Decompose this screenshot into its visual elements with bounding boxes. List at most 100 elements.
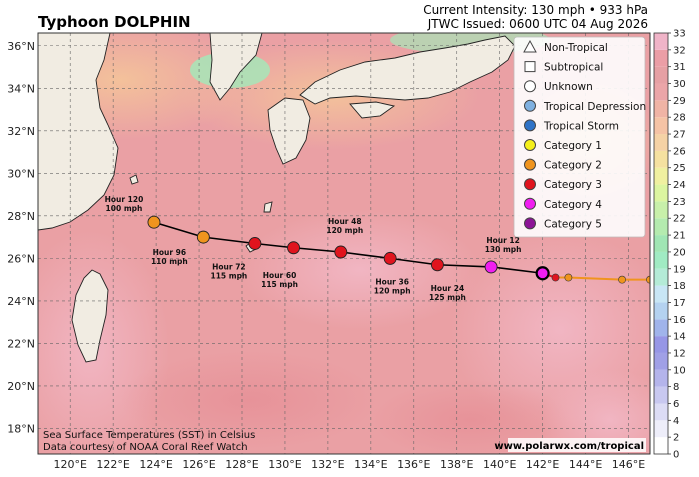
colorbar-segment xyxy=(654,251,668,269)
longitude-label: 134°E xyxy=(354,458,387,471)
longitude-label: 138°E xyxy=(440,458,473,471)
forecast-wind-label: 115 mph xyxy=(210,272,247,281)
legend-symbol xyxy=(524,217,536,230)
colorbar-segment xyxy=(654,285,668,303)
storm-title: Typhoon DOLPHIN xyxy=(38,13,191,31)
legend-label: Unknown xyxy=(544,81,593,93)
colorbar-tick: 21 xyxy=(673,231,686,242)
colorbar-segment xyxy=(654,268,668,286)
colorbar-segment xyxy=(654,49,668,67)
colorbar-tick: 20 xyxy=(673,247,686,258)
colorbar-segment xyxy=(654,167,668,185)
legend-symbol xyxy=(524,178,536,191)
colorbar-segment xyxy=(654,319,668,337)
forecast-position-point[interactable] xyxy=(147,215,161,229)
latitude-labels: 18°N 20°N 22°N 24°N 26°N 28°N 30°N 32°N 34°N 36°N xyxy=(7,40,35,436)
sst-credit-line1: Sea Surface Temperatures (SST) in Celsiu… xyxy=(43,430,255,441)
forecast-wind-label: 110 mph xyxy=(151,257,188,266)
legend-label: Tropical Storm xyxy=(543,120,619,132)
forecast-position-point[interactable] xyxy=(287,241,300,255)
colorbar-segment xyxy=(654,218,668,236)
colorbar-tick: 19 xyxy=(673,264,686,275)
colorbar-segment xyxy=(654,235,668,252)
legend-symbol xyxy=(524,80,536,93)
colorbar-segment xyxy=(654,420,668,438)
legend-label: Category 5 xyxy=(544,218,602,230)
forecast-hour-label: Hour 72 xyxy=(212,263,246,272)
forecast-position-point[interactable] xyxy=(484,260,498,274)
colorbar-segment xyxy=(654,134,668,151)
forecast-hour-label: Hour 48 xyxy=(328,217,362,226)
sst-colorbar: 0246810121416171819202122232425262728293… xyxy=(653,29,686,461)
forecast-position-point[interactable] xyxy=(430,258,444,272)
colorbar-tick: 17 xyxy=(673,298,686,309)
legend-symbol xyxy=(524,139,536,151)
colorbar-segment xyxy=(654,66,668,84)
forecast-position-point[interactable] xyxy=(334,245,348,259)
forecast-position-point[interactable] xyxy=(383,251,397,265)
forecast-wind-label: 130 mph xyxy=(485,245,522,254)
past-position-point xyxy=(646,275,650,284)
forecast-wind-label: 125 mph xyxy=(429,293,466,302)
colorbar-tick: 30 xyxy=(673,79,686,90)
land-masses xyxy=(38,33,516,363)
forecast-hour-label: Hour 60 xyxy=(263,271,297,280)
sst-credit-line2: Data courtesy of NOAA Coral Reef Watch xyxy=(43,442,248,453)
longitude-label: 128°E xyxy=(225,458,258,471)
latitude-label: 32°N xyxy=(7,125,35,138)
longitude-label: 126°E xyxy=(182,458,215,471)
colorbar-tick: 10 xyxy=(673,365,686,376)
longitude-label: 144°E xyxy=(569,458,602,471)
legend-label: Category 4 xyxy=(544,199,602,211)
website-link[interactable]: www.polarwx.com/tropical xyxy=(494,441,644,452)
forecast-hour-label: Hour 12 xyxy=(486,236,520,245)
colorbar-segment xyxy=(654,302,668,320)
legend-label: Category 3 xyxy=(544,179,602,191)
latitude-label: 34°N xyxy=(7,82,35,95)
forecast-position-point[interactable] xyxy=(196,230,210,244)
forecast-hour-label: Hour 24 xyxy=(431,284,465,293)
longitude-label: 130°E xyxy=(268,458,301,471)
colorbar-tick: 8 xyxy=(673,382,679,393)
forecast-hour-label: Hour 96 xyxy=(153,248,187,257)
colorbar-segment xyxy=(654,117,668,135)
current-position-point[interactable] xyxy=(535,266,550,281)
latitude-label: 30°N xyxy=(7,167,35,180)
colorbar-tick: 18 xyxy=(673,281,686,292)
legend-label: Non-Tropical xyxy=(544,42,608,54)
colorbar-tick: 26 xyxy=(673,146,686,157)
legend-symbol xyxy=(524,99,536,112)
forecast-wind-label: 120 mph xyxy=(326,226,363,235)
forecast-hour-label: Hour 36 xyxy=(375,277,409,286)
colorbar-tick: 32 xyxy=(673,45,686,56)
legend-label: Tropical Depression xyxy=(543,101,646,113)
longitude-label: 140°E xyxy=(483,458,516,471)
forecast-wind-label: 100 mph xyxy=(106,204,143,213)
longitude-label: 122°E xyxy=(96,458,129,471)
colorbar-tick: 14 xyxy=(673,332,686,343)
latitude-label: 26°N xyxy=(7,252,35,265)
past-track-segment xyxy=(568,276,623,281)
colorbar-segment xyxy=(654,83,668,101)
legend-symbol xyxy=(523,39,537,53)
past-position-point xyxy=(551,273,560,282)
current-intensity: Current Intensity: 130 mph • 933 hPa xyxy=(423,3,648,17)
colorbar-tick: 28 xyxy=(673,113,686,124)
legend-symbol xyxy=(524,158,536,171)
colorbar-tick: 0 xyxy=(673,450,679,461)
longitude-label: 142°E xyxy=(526,458,559,471)
longitude-label: 120°E xyxy=(53,458,86,471)
colorbar-segment xyxy=(654,336,668,353)
colorbar-segment xyxy=(654,369,668,387)
colorbar-tick: 16 xyxy=(673,315,686,326)
colorbar-tick: 31 xyxy=(673,62,686,73)
colorbar-segment xyxy=(654,100,668,118)
forecast-hour-label: Hour 120 xyxy=(105,195,144,204)
colorbar-segment xyxy=(654,437,668,454)
forecast-position-point[interactable] xyxy=(248,237,262,250)
latitude-label: 28°N xyxy=(7,210,35,223)
colorbar-tick: 2 xyxy=(673,433,679,444)
longitude-label: 146°E xyxy=(612,458,645,471)
